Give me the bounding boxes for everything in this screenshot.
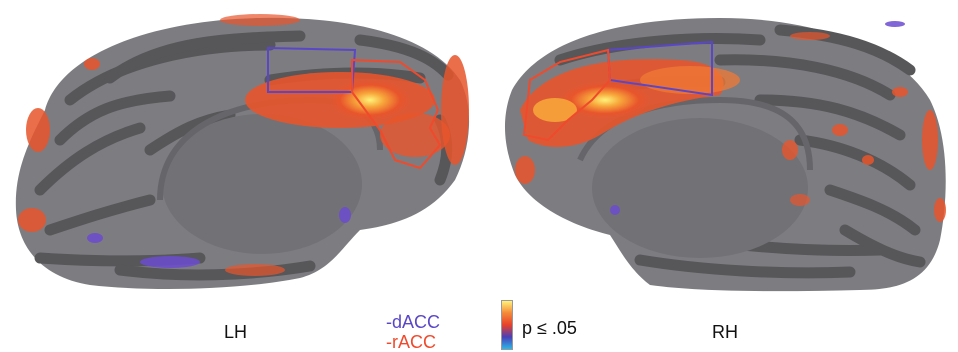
- racc-legend-label: -rACC: [386, 332, 436, 352]
- left-hemisphere: [15, 14, 470, 290]
- lh-deactivation: [87, 207, 351, 268]
- rh-medial-wall: [592, 118, 808, 258]
- rh-activation: [515, 32, 946, 222]
- right-hemisphere: [504, 18, 946, 292]
- threshold-label: p ≤ .05: [522, 318, 577, 338]
- lh-activation: [18, 14, 469, 276]
- rh-deactivation: [610, 21, 905, 215]
- significance-colorbar: [501, 300, 513, 350]
- dacc-legend-label: -dACC: [386, 312, 441, 332]
- left-hemisphere-label: LH: [224, 322, 248, 342]
- lh-medial-wall: [162, 114, 362, 254]
- lh-racc-outline: [351, 58, 442, 170]
- right-hemisphere-label: RH: [712, 322, 738, 342]
- rh-racc-outline: [522, 48, 612, 142]
